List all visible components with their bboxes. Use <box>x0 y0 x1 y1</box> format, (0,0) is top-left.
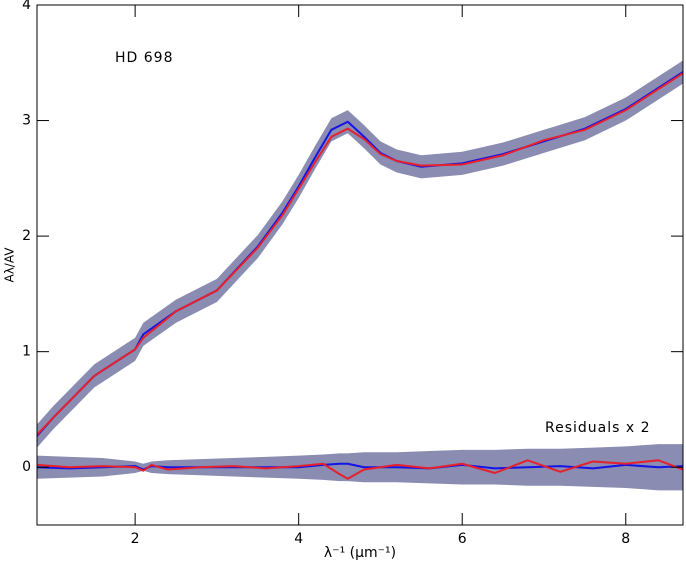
x-tick-label: 6 <box>458 531 467 547</box>
y-tick-label: 2 <box>22 228 31 244</box>
y-tick-label: 0 <box>22 459 31 475</box>
annotation: Residuals x 2 <box>545 420 651 436</box>
y-tick-label: 4 <box>22 0 31 13</box>
curve <box>37 72 683 436</box>
curve <box>37 459 683 480</box>
x-axis-label: λ⁻¹ (μm⁻¹) <box>324 545 396 561</box>
y-tick-label: 1 <box>22 344 31 360</box>
x-tick-label: 8 <box>621 531 630 547</box>
y-axis-label: Aλ/AV <box>3 247 17 283</box>
uncertainty-band <box>37 60 683 448</box>
y-tick-label: 3 <box>22 113 31 129</box>
plot-frame <box>36 4 684 526</box>
x-tick-label: 4 <box>294 531 303 547</box>
annotation: HD 698 <box>115 50 173 66</box>
x-tick-label: 2 <box>131 531 140 547</box>
